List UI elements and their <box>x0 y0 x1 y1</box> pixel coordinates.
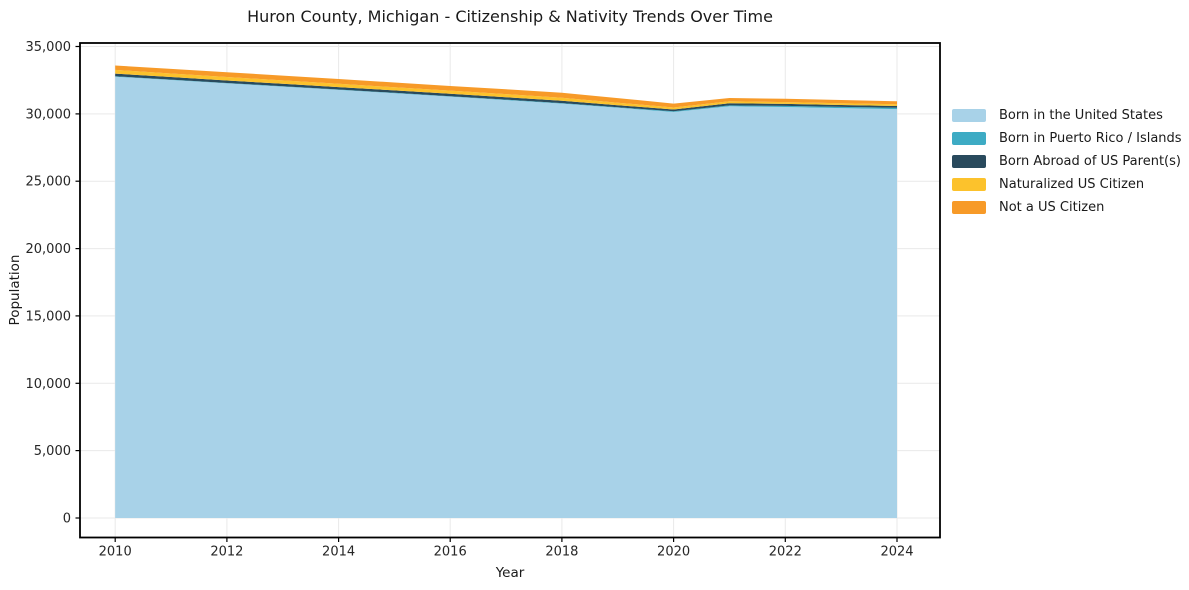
legend-swatch <box>952 132 986 145</box>
legend-label: Born in the United States <box>999 108 1163 123</box>
legend-swatch <box>952 109 986 122</box>
x-tick-label: 2024 <box>880 545 913 560</box>
legend: Born in the United States Born in Puerto … <box>952 104 1182 219</box>
legend-entry: Born in Puerto Rico / Islands <box>952 127 1182 150</box>
y-tick-label: 25,000 <box>26 175 72 190</box>
y-tick-label: 0 <box>63 512 71 527</box>
y-axis-label: Population <box>7 254 23 326</box>
y-tick-label: 10,000 <box>26 377 72 392</box>
legend-label: Naturalized US Citizen <box>999 177 1145 192</box>
x-tick-label: 2022 <box>769 545 802 560</box>
legend-entry: Born Abroad of US Parent(s) <box>952 150 1182 173</box>
legend-swatch <box>952 155 986 168</box>
plot-frame <box>79 42 941 539</box>
x-tick-label: 2010 <box>99 545 132 560</box>
chart-title: Huron County, Michigan - Citizenship & N… <box>247 7 773 26</box>
legend-label: Born in Puerto Rico / Islands <box>999 131 1182 146</box>
legend-label: Not a US Citizen <box>999 200 1105 215</box>
x-axis-label: Year <box>495 565 525 581</box>
legend-swatch <box>952 201 986 214</box>
x-tick-label: 2012 <box>210 545 243 560</box>
area-series-0 <box>115 76 897 518</box>
x-tick-label: 2020 <box>657 545 690 560</box>
legend-label: Born Abroad of US Parent(s) <box>999 154 1181 169</box>
legend-entry: Born in the United States <box>952 104 1182 127</box>
x-tick-label: 2014 <box>322 545 355 560</box>
legend-entry: Naturalized US Citizen <box>952 173 1182 196</box>
legend-swatch <box>952 178 986 191</box>
y-tick-label: 20,000 <box>26 242 72 257</box>
legend-entry: Not a US Citizen <box>952 196 1182 219</box>
y-tick-label: 5,000 <box>34 444 71 459</box>
y-tick-label: 15,000 <box>26 309 72 324</box>
x-tick-label: 2016 <box>434 545 467 560</box>
y-tick-label: 30,000 <box>26 107 72 122</box>
x-tick-label: 2018 <box>545 545 578 560</box>
y-tick-label: 35,000 <box>26 40 72 55</box>
